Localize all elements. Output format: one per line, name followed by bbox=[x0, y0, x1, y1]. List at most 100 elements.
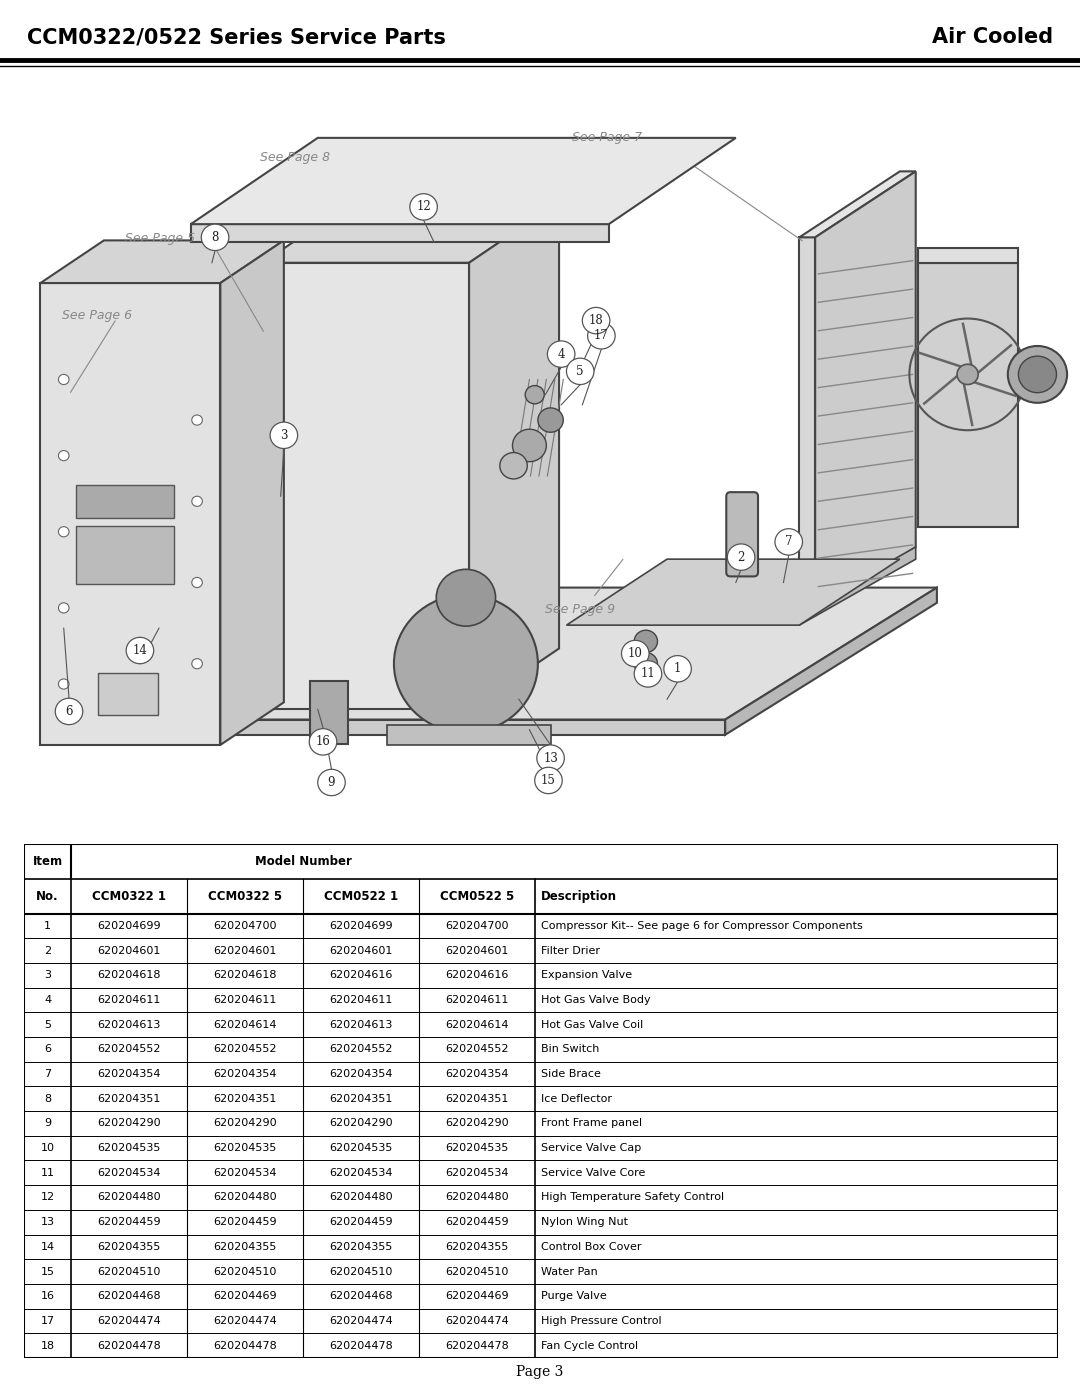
Text: 7: 7 bbox=[44, 1069, 51, 1078]
Text: Control Box Cover: Control Box Cover bbox=[541, 1242, 642, 1252]
Text: 620204290: 620204290 bbox=[97, 1119, 161, 1129]
Text: 620204552: 620204552 bbox=[445, 1045, 509, 1055]
Text: 620204601: 620204601 bbox=[445, 946, 509, 956]
Polygon shape bbox=[191, 138, 735, 224]
Text: 620204601: 620204601 bbox=[97, 946, 161, 956]
Text: 9: 9 bbox=[44, 1119, 51, 1129]
Circle shape bbox=[270, 422, 298, 448]
Text: Description: Description bbox=[541, 890, 617, 902]
Text: Purge Valve: Purge Valve bbox=[541, 1291, 607, 1301]
Text: 620204535: 620204535 bbox=[97, 1143, 161, 1153]
Text: See Page 8: See Page 8 bbox=[259, 151, 329, 165]
Circle shape bbox=[436, 570, 496, 626]
Polygon shape bbox=[40, 240, 284, 284]
Circle shape bbox=[394, 595, 538, 733]
Text: 620204535: 620204535 bbox=[214, 1143, 276, 1153]
Text: 620204355: 620204355 bbox=[329, 1242, 393, 1252]
Text: 9: 9 bbox=[327, 775, 335, 789]
Text: 3: 3 bbox=[280, 429, 287, 441]
Text: Service Valve Cap: Service Valve Cap bbox=[541, 1143, 642, 1153]
Text: 620204534: 620204534 bbox=[329, 1168, 393, 1178]
Text: 620204290: 620204290 bbox=[445, 1119, 509, 1129]
Circle shape bbox=[58, 450, 69, 461]
Circle shape bbox=[58, 679, 69, 689]
Text: 620204354: 620204354 bbox=[445, 1069, 509, 1078]
Text: 620204355: 620204355 bbox=[445, 1242, 509, 1252]
Circle shape bbox=[775, 528, 802, 555]
Text: 620204699: 620204699 bbox=[329, 921, 393, 930]
Circle shape bbox=[537, 745, 565, 771]
FancyBboxPatch shape bbox=[77, 525, 174, 584]
Text: 5: 5 bbox=[44, 1020, 51, 1030]
Text: 1: 1 bbox=[674, 662, 681, 675]
Text: 15: 15 bbox=[541, 774, 556, 787]
Text: CCM0322 1: CCM0322 1 bbox=[92, 890, 166, 902]
Text: 18: 18 bbox=[589, 314, 604, 327]
Text: 620204459: 620204459 bbox=[97, 1217, 161, 1227]
Circle shape bbox=[309, 729, 337, 754]
Text: 620204290: 620204290 bbox=[329, 1119, 393, 1129]
Text: 14: 14 bbox=[133, 644, 147, 657]
Circle shape bbox=[58, 374, 69, 384]
Polygon shape bbox=[799, 237, 815, 613]
Text: 620204534: 620204534 bbox=[445, 1168, 509, 1178]
Text: 620204700: 620204700 bbox=[214, 921, 276, 930]
Circle shape bbox=[409, 194, 437, 221]
Text: 620204459: 620204459 bbox=[214, 1217, 276, 1227]
Text: 16: 16 bbox=[41, 1291, 55, 1301]
Text: 620204480: 620204480 bbox=[329, 1193, 393, 1203]
Text: 16: 16 bbox=[315, 735, 330, 749]
Text: 620204510: 620204510 bbox=[329, 1267, 393, 1277]
Text: High Pressure Control: High Pressure Control bbox=[541, 1316, 662, 1326]
Text: 620204351: 620204351 bbox=[445, 1094, 509, 1104]
Text: 6: 6 bbox=[65, 705, 72, 718]
Text: Compressor Kit-- See page 6 for Compressor Components: Compressor Kit-- See page 6 for Compress… bbox=[541, 921, 863, 930]
Text: 620204478: 620204478 bbox=[329, 1341, 393, 1351]
Circle shape bbox=[621, 640, 649, 666]
Circle shape bbox=[535, 767, 563, 793]
Polygon shape bbox=[918, 263, 1018, 527]
Text: See Page 6: See Page 6 bbox=[62, 309, 132, 321]
Text: 620204478: 620204478 bbox=[97, 1341, 161, 1351]
Text: 620204468: 620204468 bbox=[329, 1291, 393, 1301]
Polygon shape bbox=[191, 224, 609, 243]
Polygon shape bbox=[206, 719, 726, 735]
Text: Model Number: Model Number bbox=[255, 855, 352, 868]
Text: 620204510: 620204510 bbox=[445, 1267, 509, 1277]
Text: 620204534: 620204534 bbox=[214, 1168, 276, 1178]
Text: 12: 12 bbox=[416, 200, 431, 214]
Circle shape bbox=[664, 655, 691, 682]
Text: 10: 10 bbox=[627, 647, 643, 659]
Circle shape bbox=[192, 577, 202, 588]
Text: 620204354: 620204354 bbox=[329, 1069, 393, 1078]
Text: 2: 2 bbox=[738, 550, 745, 563]
Text: 12: 12 bbox=[40, 1193, 55, 1203]
Circle shape bbox=[634, 652, 658, 675]
Circle shape bbox=[567, 358, 594, 384]
Text: 620204510: 620204510 bbox=[214, 1267, 276, 1277]
Text: 17: 17 bbox=[40, 1316, 55, 1326]
Text: 13: 13 bbox=[41, 1217, 55, 1227]
Text: 620204469: 620204469 bbox=[214, 1291, 276, 1301]
Text: 620204611: 620204611 bbox=[214, 995, 276, 1004]
Text: 620204474: 620204474 bbox=[329, 1316, 393, 1326]
Text: Water Pan: Water Pan bbox=[541, 1267, 598, 1277]
Text: 10: 10 bbox=[41, 1143, 55, 1153]
Text: 620204510: 620204510 bbox=[97, 1267, 161, 1277]
FancyBboxPatch shape bbox=[310, 680, 349, 745]
Circle shape bbox=[192, 496, 202, 506]
Text: 620204355: 620204355 bbox=[214, 1242, 276, 1252]
Text: 620204601: 620204601 bbox=[329, 946, 393, 956]
FancyBboxPatch shape bbox=[97, 673, 158, 715]
Text: 14: 14 bbox=[40, 1242, 55, 1252]
Circle shape bbox=[634, 630, 658, 652]
Text: 620204618: 620204618 bbox=[97, 971, 161, 981]
Text: 620204616: 620204616 bbox=[329, 971, 393, 981]
Text: 620204474: 620204474 bbox=[97, 1316, 161, 1326]
Circle shape bbox=[525, 386, 544, 404]
Text: 620204480: 620204480 bbox=[214, 1193, 276, 1203]
Circle shape bbox=[1008, 346, 1067, 402]
Text: 15: 15 bbox=[41, 1267, 55, 1277]
Text: Hot Gas Valve Coil: Hot Gas Valve Coil bbox=[541, 1020, 644, 1030]
Text: 620204613: 620204613 bbox=[97, 1020, 161, 1030]
